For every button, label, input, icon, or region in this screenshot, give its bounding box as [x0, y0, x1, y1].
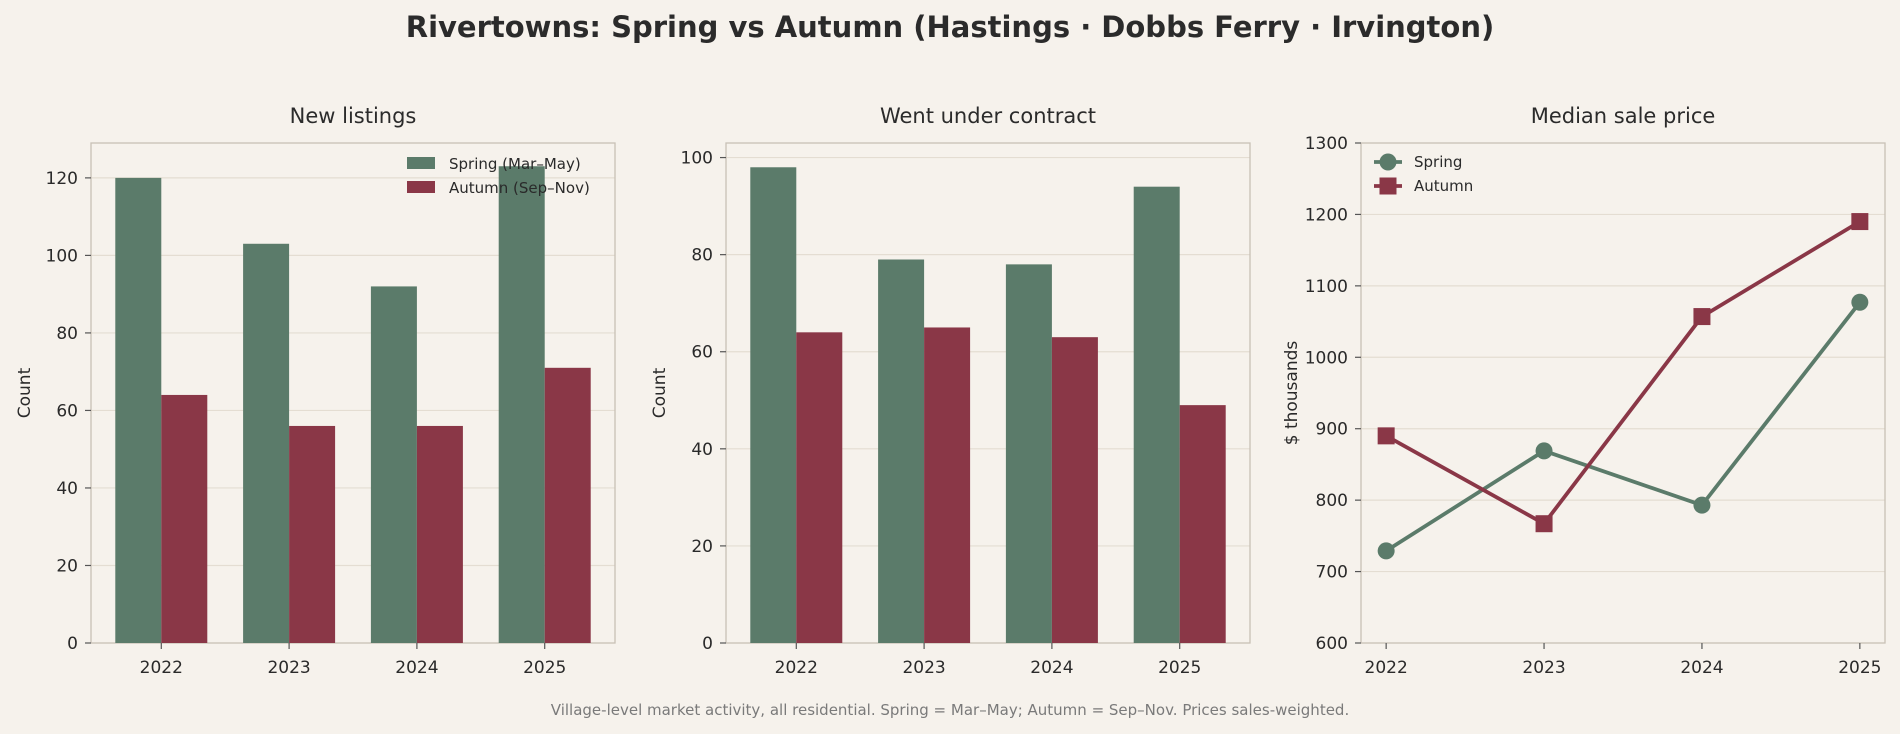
y-tick-label: 0 [702, 634, 713, 654]
x-tick-label: 2025 [1158, 658, 1201, 678]
bar-spring-2022 [750, 167, 797, 643]
y-tick-label: 900 [1316, 420, 1348, 440]
legend-swatch-autumn [407, 181, 435, 193]
legend-label: Autumn [1414, 177, 1473, 195]
y-tick-label: 800 [1316, 491, 1348, 511]
panel-title: Went under contract [880, 104, 1096, 128]
panel-title: New listings [290, 104, 417, 128]
plot-frame [725, 142, 1251, 644]
legend-label: Autumn (Sep–Nov) [449, 179, 590, 197]
x-tick-label: 2025 [523, 658, 566, 678]
point-autumn [1693, 308, 1711, 326]
y-tick-label: 100 [681, 149, 713, 169]
legend-marker-circle [1379, 153, 1397, 171]
y-tick-label: 120 [46, 169, 78, 189]
bar-autumn-2024 [1051, 337, 1098, 643]
figure-title: Rivertowns: Spring vs Autumn (Hastings ·… [406, 10, 1494, 44]
plot-frame [90, 142, 616, 644]
x-tick-label: 2024 [1680, 658, 1723, 678]
y-tick-label: 1000 [1305, 348, 1348, 368]
y-axis-label: $ thousands [1282, 341, 1302, 446]
panels: 0 20 40 60 80 100 120 2022 2023 2024 2025 New listi… [15, 104, 1886, 678]
bar-spring-2022 [115, 177, 162, 643]
y-tick-label: 60 [56, 401, 78, 421]
y-tick-label: 0 [67, 634, 78, 654]
point-autumn [1535, 515, 1553, 533]
bar-autumn-2025 [544, 367, 591, 643]
point-spring [1377, 542, 1395, 560]
x-tick-label: 2024 [395, 658, 438, 678]
point-spring [1693, 496, 1711, 514]
y-tick-label: 80 [691, 246, 713, 266]
footnote: Village-level market activity, all resid… [551, 701, 1349, 719]
point-spring [1535, 442, 1553, 460]
y-tick-label: 40 [691, 440, 713, 460]
panel-1: 0 20 40 60 80 100 120 2022 2023 2024 2025 New listi… [15, 104, 616, 678]
x-tick-label: 2022 [1365, 658, 1408, 678]
x-tick-label: 2023 [1522, 658, 1565, 678]
x-tick-label: 2023 [902, 658, 945, 678]
bar-autumn-2022 [796, 332, 843, 643]
point-spring [1851, 293, 1869, 311]
y-axis-label: Count [650, 367, 670, 418]
y-tick-label: 80 [56, 324, 78, 344]
legend-swatch-spring [407, 157, 435, 169]
legend-marker-square [1379, 177, 1397, 195]
x-tick-label: 2022 [140, 658, 183, 678]
y-tick-label: 1300 [1305, 134, 1348, 154]
x-tick-label: 2024 [1030, 658, 1073, 678]
y-tick-label: 20 [56, 556, 78, 576]
panel-title: Median sale price [1531, 104, 1716, 128]
bar-spring-2025 [1133, 186, 1180, 643]
bar-spring-2025 [498, 166, 545, 644]
y-tick-label: 40 [56, 479, 78, 499]
legend-label: Spring (Mar–May) [449, 155, 581, 173]
bar-autumn-2025 [1179, 405, 1226, 643]
line-autumn [1385, 219, 1861, 526]
x-tick-label: 2025 [1838, 658, 1881, 678]
bar-spring-2023 [878, 259, 925, 643]
y-tick-label: 600 [1316, 634, 1348, 654]
x-tick-label: 2023 [267, 658, 310, 678]
point-autumn [1377, 427, 1395, 445]
bar-spring-2023 [243, 243, 290, 643]
bar-autumn-2023 [924, 327, 971, 643]
y-axis-label: Count [15, 367, 35, 418]
bar-spring-2024 [1005, 264, 1052, 643]
bar-autumn-2024 [416, 425, 463, 643]
panel-3: 600 700 800 900 1000 1100 1200 1300 2022 2023 2024… [1282, 104, 1886, 678]
point-autumn [1851, 213, 1869, 231]
y-tick-label: 60 [691, 343, 713, 363]
line-spring [1385, 301, 1862, 553]
x-tick-label: 2022 [775, 658, 818, 678]
bar-spring-2024 [370, 286, 417, 643]
legend-label: Spring [1414, 153, 1462, 171]
y-tick-label: 1100 [1305, 277, 1348, 297]
y-tick-label: 20 [691, 537, 713, 557]
y-tick-label: 700 [1316, 563, 1348, 583]
y-tick-label: 100 [46, 246, 78, 266]
bar-autumn-2022 [161, 394, 208, 643]
panel-2: 0 20 40 60 80 100 2022 2023 2024 2025 Went under c… [650, 104, 1251, 678]
bar-autumn-2023 [289, 425, 336, 643]
plot-frame [1360, 142, 1886, 644]
y-tick-label: 1200 [1305, 205, 1348, 225]
